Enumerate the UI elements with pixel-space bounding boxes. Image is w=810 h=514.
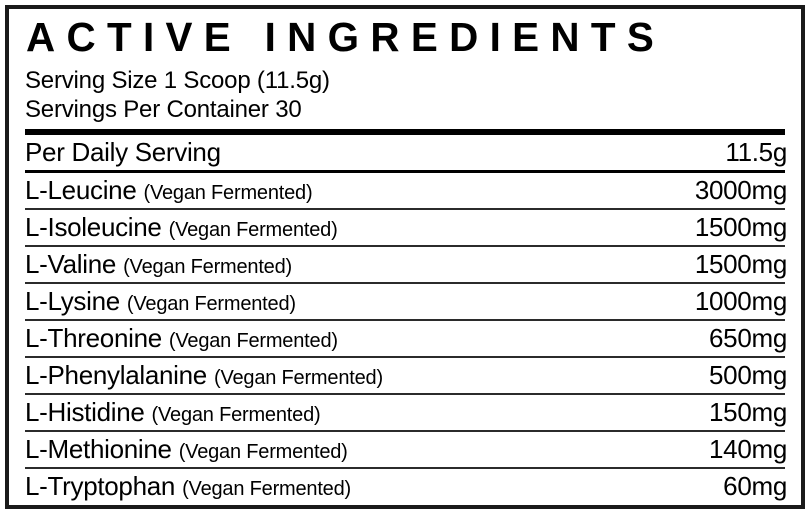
row-label-group: L-Threonine (Vegan Fermented) [25,321,338,358]
ingredient-row: L-Phenylalanine (Vegan Fermented) 500mg [25,358,789,393]
ingredient-list: L-Leucine (Vegan Fermented) 3000mg L-Isoleu… [25,173,789,504]
ingredient-amount: 650mg [709,323,787,353]
ingredient-amount: 60mg [723,471,787,501]
ingredient-name: L-Histidine [25,397,145,427]
ingredient-amount: 1000mg [694,286,787,316]
ingredient-row: L-Lysine (Vegan Fermented) 1000mg [25,284,789,319]
per-daily-serving-label: Per Daily Serving [25,137,221,167]
ingredient-source-note: (Vegan Fermented) [123,256,292,278]
divider-thin [25,430,785,432]
row-label-group: L-Valine (Vegan Fermented) [25,247,292,284]
ingredient-name: L-Threonine [25,323,162,353]
divider-medium [25,170,785,173]
divider-thin [25,467,785,469]
ingredient-row: L-Isoleucine (Vegan Fermented) 1500mg [25,210,789,245]
ingredient-amount: 1500mg [694,249,787,279]
ingredient-name: L-Valine [25,249,117,279]
supplement-facts-panel: ACTIVE INGREDIENTS Serving Size 1 Scoop … [5,5,805,509]
ingredient-amount: 150mg [709,397,787,427]
page-title: ACTIVE INGREDIENTS [25,14,666,60]
ingredient-row: L-Leucine (Vegan Fermented) 3000mg [25,173,789,208]
panel-content: ACTIVE INGREDIENTS Serving Size 1 Scoop … [9,9,801,505]
ingredient-source-note: (Vegan Fermented) [168,219,338,241]
row-label-group: L-Leucine (Vegan Fermented) [25,173,313,210]
ingredient-name: L-Lysine [25,286,120,316]
ingredient-name: L-Methionine [25,434,172,464]
per-daily-serving-row: Per Daily Serving 11.5g [25,135,789,170]
divider-thin [25,393,785,395]
divider-thick [25,129,785,135]
serving-size-text: Serving Size 1 Scoop (11.5g) [25,67,330,94]
ingredient-amount: 3000mg [694,175,787,205]
ingredient-amount: 140mg [709,434,787,464]
divider-thin [25,319,785,321]
row-label-group: L-Isoleucine (Vegan Fermented) [25,210,338,247]
ingredient-row: L-Methionine (Vegan Fermented) 140mg [25,432,789,467]
row-label-group: L-Phenylalanine (Vegan Fermented) [25,358,383,395]
ingredient-amount: 1500mg [694,212,787,242]
row-label-group: L-Histidine (Vegan Fermented) [25,395,321,432]
ingredient-amount: 500mg [709,360,787,390]
ingredient-name: L-Tryptophan [25,471,176,501]
divider-thin [25,208,785,210]
ingredient-source-note: (Vegan Fermented) [151,404,321,426]
ingredient-row: L-Tryptophan (Vegan Fermented) 60mg [25,469,789,504]
ingredient-source-note: (Vegan Fermented) [168,330,338,352]
row-label-group: Per Daily Serving [25,135,221,169]
ingredient-source-note: (Vegan Fermented) [182,478,351,500]
divider-thin [25,282,785,284]
per-daily-serving-amount: 11.5g [725,137,787,167]
servings-per-container-text: Servings Per Container 30 [25,96,302,123]
ingredient-row: L-Threonine (Vegan Fermented) 650mg [25,321,789,356]
ingredient-source-note: (Vegan Fermented) [143,182,313,204]
row-label-group: L-Lysine (Vegan Fermented) [25,284,296,321]
divider-thin [25,245,785,247]
ingredient-name: L-Isoleucine [25,212,162,242]
ingredient-source-note: (Vegan Fermented) [126,293,296,315]
ingredient-source-note: (Vegan Fermented) [213,367,383,389]
divider-thin [25,356,785,358]
ingredient-source-note: (Vegan Fermented) [178,441,348,463]
ingredient-row: L-Valine (Vegan Fermented) 1500mg [25,247,789,282]
row-label-group: L-Tryptophan (Vegan Fermented) [25,469,351,506]
ingredient-row: L-Histidine (Vegan Fermented) 150mg [25,395,789,430]
ingredient-name: L-Phenylalanine [25,360,207,390]
ingredient-name: L-Leucine [25,175,137,205]
row-label-group: L-Methionine (Vegan Fermented) [25,432,348,469]
